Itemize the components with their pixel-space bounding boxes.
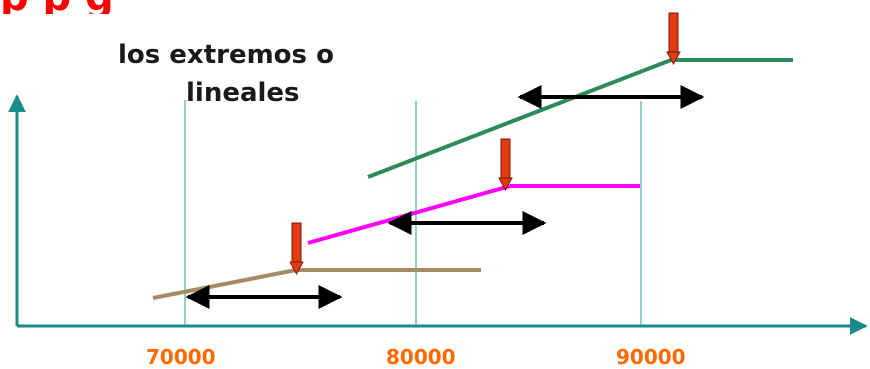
note-line-2: lineales: [186, 78, 300, 108]
marker-middle: [498, 138, 513, 192]
note-line-1: los extremos o: [118, 40, 334, 70]
marker-bottom: [289, 222, 304, 276]
x-tick-70000: 70000: [146, 345, 216, 369]
magenta-sloped-line: [307, 184, 511, 245]
x-tick-80000: 80000: [386, 345, 456, 369]
brown-sloped-line: [152, 268, 297, 300]
marker-top: [666, 12, 681, 66]
x-tick-90000: 90000: [616, 345, 686, 369]
partial-title: p p g: [0, 0, 870, 14]
green-sloped-line: [367, 58, 672, 179]
